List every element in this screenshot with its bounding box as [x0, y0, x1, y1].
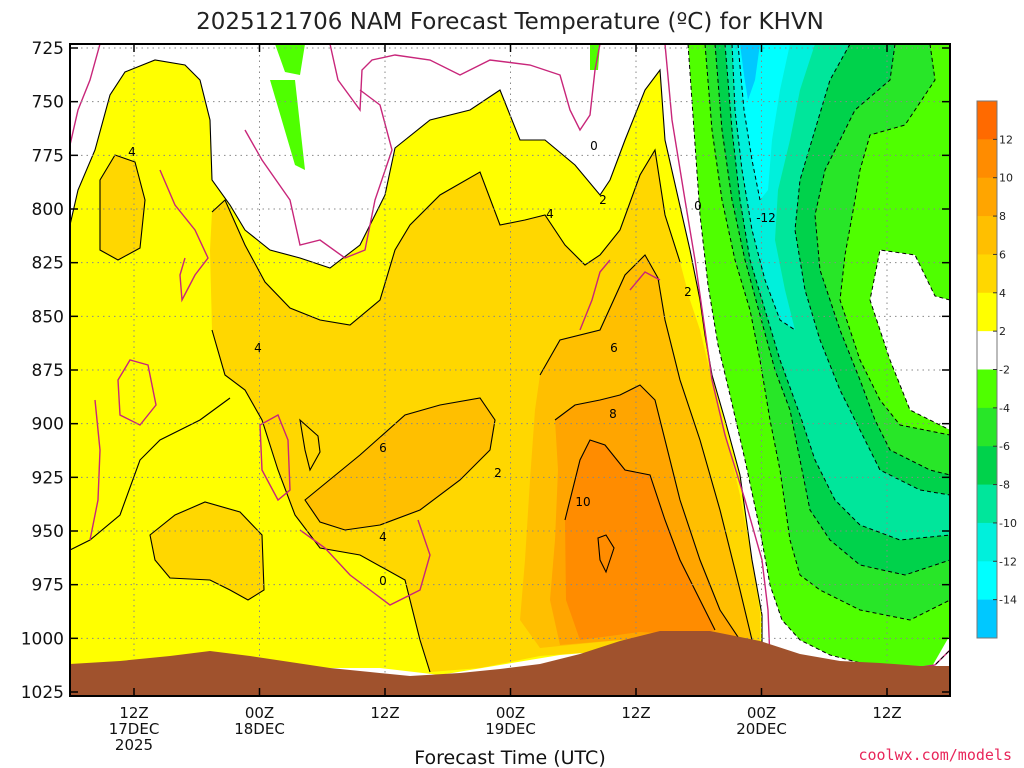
plot-area	[70, 44, 950, 696]
colorbar-swatch	[977, 561, 997, 601]
y-axis: 7257507758008258508759009259509751000102…	[21, 39, 950, 703]
colorbar-swatch	[977, 369, 997, 409]
colorbar-swatch	[977, 599, 997, 639]
colorbar-swatch	[977, 177, 997, 217]
y-tick-label: 875	[32, 361, 64, 381]
terrain	[70, 631, 950, 696]
colorbar-label: -12	[999, 555, 1017, 568]
credit-text: coolwx.com/models	[858, 746, 1012, 764]
band-10-to-12	[565, 440, 715, 640]
y-tick-label: 900	[32, 415, 64, 435]
y-tick-label: 800	[32, 200, 64, 220]
chart-title: 2025121706 NAM Forecast Temperature (ºC)…	[196, 9, 824, 35]
colorbar-swatch	[977, 216, 997, 255]
band-below-minus14	[740, 44, 760, 100]
y-tick-label: 775	[32, 146, 64, 166]
contour-label: 4	[379, 530, 387, 544]
x-tick-label: 12Z	[370, 704, 399, 722]
colorbar-swatch	[977, 101, 997, 140]
colorbar-swatch	[977, 292, 997, 332]
y-tick-label: 825	[32, 254, 64, 274]
contour-label: 0	[694, 199, 702, 213]
colorbar-label: -6	[999, 440, 1010, 453]
x-tick-label: 12Z	[872, 704, 901, 722]
colorbar-label: -2	[999, 364, 1010, 377]
contour-label: 10	[575, 495, 590, 509]
x-tick-label: 12Z	[621, 704, 650, 722]
x-tick-label: 19DEC	[485, 720, 536, 738]
colorbar-label: 10	[999, 172, 1013, 185]
colorbar-swatch	[977, 484, 997, 524]
contour-label: 0	[590, 139, 598, 153]
y-tick-label: 1000	[21, 629, 64, 649]
colorbar-swatch	[977, 407, 997, 447]
x-tick-label: 00Z	[245, 704, 274, 722]
solid-contours	[70, 59, 763, 673]
contour-label: 2	[494, 466, 502, 480]
colorbar-label: 4	[999, 287, 1006, 300]
contour-label: -12	[756, 211, 776, 225]
y-tick-label: 1025	[21, 683, 64, 703]
colorbar-label: 2	[999, 325, 1006, 338]
y-tick-label: 950	[32, 522, 64, 542]
contour-label: 2	[599, 193, 607, 207]
colorbar-swatch	[977, 522, 997, 562]
colorbar-label: 8	[999, 210, 1006, 223]
y-tick-label: 750	[32, 93, 64, 113]
colorbar-label: 6	[999, 248, 1006, 261]
colorbar-swatch	[977, 446, 997, 486]
colorbar-label: -10	[999, 517, 1017, 530]
contour-label: 4	[254, 341, 262, 355]
colorbar-swatch	[977, 139, 997, 179]
x-tick-label: 20DEC	[736, 720, 787, 738]
colorbar-label: -8	[999, 479, 1010, 492]
y-tick-label: 975	[32, 576, 64, 596]
contour-label: 4	[128, 145, 136, 159]
contour-label: 6	[379, 441, 387, 455]
contour-labels: 4 4 6 6 8 10 4 2 0 0 2 4 2 0 -12	[128, 139, 776, 588]
colorbar: 12 10 8 6 4 2 -2 -4 -6 -8 -10 -12 -14	[976, 100, 1017, 639]
x-tick-label: 00Z	[496, 704, 525, 722]
contour-label: 8	[609, 407, 617, 421]
y-tick-label: 725	[32, 39, 64, 59]
x-tick-label: 00Z	[747, 704, 776, 722]
colorbar-label: -14	[999, 594, 1017, 607]
contour-label: 0	[379, 574, 387, 588]
contour-label: 6	[610, 341, 618, 355]
x-axis-label: Forecast Time (UTC)	[414, 747, 605, 768]
colorbar-label: 12	[999, 133, 1013, 146]
zero-contours	[70, 44, 950, 669]
colorbar-swatch	[977, 254, 997, 294]
x-tick-label: 2025	[115, 736, 153, 754]
contour-label: 2	[684, 285, 692, 299]
x-tick-label: 12Z	[119, 704, 148, 722]
colorbar-swatch	[977, 331, 997, 370]
y-tick-label: 925	[32, 468, 64, 488]
x-tick-label: 18DEC	[234, 720, 285, 738]
x-tick-label: 17DEC	[109, 720, 160, 738]
colorbar-label: -4	[999, 402, 1010, 415]
contour-label: 4	[546, 207, 554, 221]
y-tick-label: 850	[32, 307, 64, 327]
